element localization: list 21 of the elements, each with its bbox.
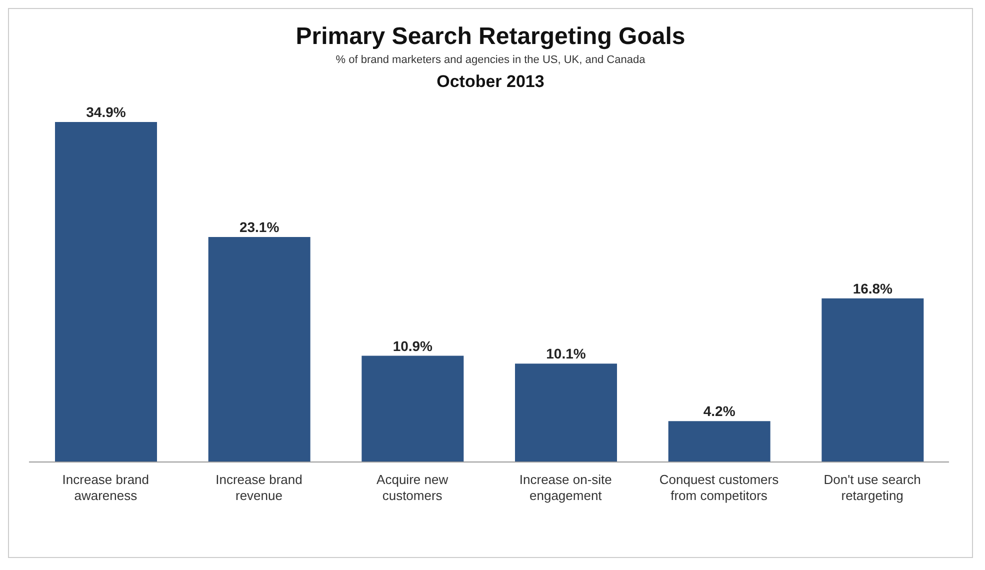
text: October 2013 [436,72,546,92]
data-label: 10.9% [392,338,434,354]
chart-subtitle: % of brand marketers and agencies in the US, UK, and Canada [334,54,646,66]
x-tick-label: Increase brand revenue [216,472,302,503]
x-tick-label: Don't use search retargeting [824,472,921,503]
x-tick-label: Increase on-site engagement [519,472,612,503]
x-tick-label: Increase brand awareness [62,472,150,503]
data-label: 10.1% [546,346,586,362]
bar [668,421,770,462]
bar [208,236,310,462]
bar [362,356,464,462]
bar [55,122,157,462]
bar [822,298,924,462]
data-label: 16.8% [852,280,894,296]
chart-title: Primary Search Retargeting Goals [294,23,686,51]
data-label: 23.1% [239,218,280,235]
data-label: 4.2% [703,403,736,420]
x-tick-label: Acquire new customers [376,472,449,503]
x-tick-label: Conquest customers from competitors [659,472,780,503]
data-label: 34.9% [86,104,126,120]
bar [515,364,617,462]
